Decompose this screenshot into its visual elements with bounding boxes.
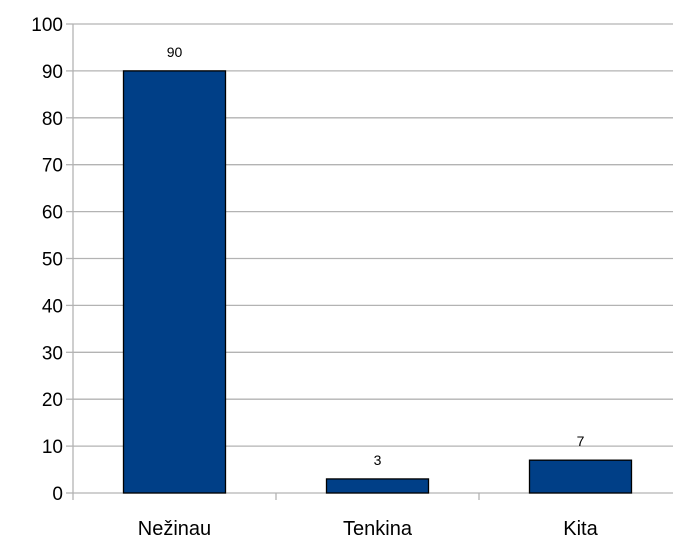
data-label: 3: [374, 452, 382, 468]
y-tick-label: 10: [42, 437, 63, 458]
bar-nežinau: [122, 70, 227, 494]
y-tick-label: 90: [42, 62, 63, 83]
y-tick-label: 20: [42, 390, 63, 411]
x-category-label: Kita: [563, 518, 598, 538]
y-tick-label: 100: [31, 15, 63, 36]
y-tick-label: 0: [52, 484, 63, 505]
data-label: 90: [167, 44, 183, 60]
bar-tenkina: [325, 478, 430, 494]
bars: [122, 70, 633, 494]
y-tick-label: 60: [42, 203, 63, 224]
y-tick-label: 30: [42, 343, 63, 364]
y-tick-labels: 0 10 20 30 40 50 60 70 80 90 100: [31, 15, 63, 505]
y-tick-label: 70: [42, 156, 63, 177]
y-tick-label: 80: [42, 109, 63, 130]
y-tick-label: 50: [42, 250, 63, 271]
x-category-labels: Nežinau Tenkina Kita: [138, 518, 599, 538]
bar-kita: [528, 459, 633, 494]
y-tick-label: 40: [42, 296, 63, 317]
x-category-label: Nežinau: [138, 518, 211, 538]
x-category-label: Tenkina: [343, 518, 413, 538]
data-label: 7: [577, 433, 585, 449]
data-labels: 90 3 7: [167, 44, 585, 468]
